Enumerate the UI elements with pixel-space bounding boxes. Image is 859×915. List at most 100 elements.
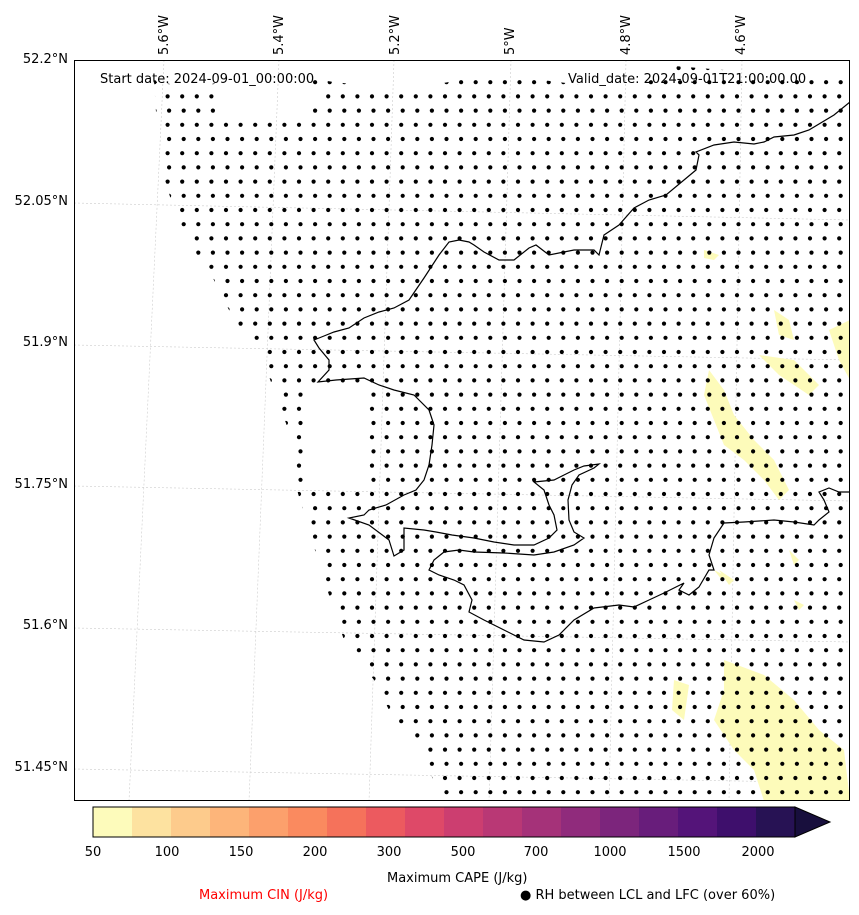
rh-dot	[515, 151, 521, 156]
rh-dot	[326, 94, 331, 99]
rh-dot	[154, 562, 157, 568]
rh-dot	[165, 633, 170, 639]
rh-dot	[588, 66, 594, 71]
rh-dot	[824, 108, 829, 113]
rh-dot	[165, 548, 170, 553]
rh-dot	[707, 648, 712, 653]
rh-dot	[472, 94, 477, 99]
rh-dot	[209, 122, 214, 127]
rh-dot	[296, 577, 302, 582]
rh-dot	[488, 392, 493, 397]
rh-dot	[473, 449, 478, 454]
rh-dot	[313, 222, 318, 227]
rh-dot	[546, 591, 551, 596]
rh-dot	[240, 222, 245, 227]
rh-dot	[313, 648, 318, 653]
rh-dot	[588, 435, 594, 440]
rh-dot	[575, 335, 580, 340]
rh-dot	[122, 123, 126, 127]
rh-dot	[486, 378, 491, 383]
rh-dot	[384, 463, 389, 468]
rh-dot	[283, 165, 288, 170]
rh-dot	[399, 775, 404, 781]
rh-dot	[457, 775, 462, 781]
rh-dot	[122, 435, 126, 439]
rh-dot	[559, 321, 564, 326]
colorbar-tick: 2000	[741, 845, 775, 860]
rh-dot	[442, 463, 448, 468]
rh-dot	[794, 506, 800, 511]
rh-dot	[355, 690, 360, 695]
rh-dot	[326, 719, 331, 724]
rh-dot	[648, 790, 654, 795]
rh-dot	[342, 364, 347, 369]
rh-dot	[590, 364, 595, 369]
rh-dot	[355, 151, 360, 156]
rh-dot	[530, 378, 535, 383]
rh-dot	[107, 208, 111, 212]
rh-dot	[780, 733, 785, 738]
rh-dot	[340, 548, 345, 553]
rh-dot	[618, 520, 623, 525]
rh-dot	[154, 790, 157, 795]
rh-dot	[837, 719, 842, 724]
rh-dot	[691, 207, 696, 213]
rh-dot	[123, 137, 127, 141]
rh-dot	[136, 236, 140, 240]
rh-dot	[472, 775, 477, 781]
rh-dot	[459, 392, 464, 397]
rh-dot	[647, 321, 652, 326]
rh-dot	[590, 449, 595, 454]
rh-dot	[327, 278, 332, 284]
rh-dot	[283, 506, 288, 511]
rh-dot	[764, 406, 769, 411]
rh-dot	[428, 719, 433, 724]
rh-dot	[822, 293, 827, 298]
rh-dot	[561, 761, 566, 766]
rh-dot	[559, 463, 564, 468]
rh-dot	[282, 236, 287, 241]
rh-dot	[194, 633, 199, 639]
rh-dot	[736, 335, 741, 340]
rh-dot	[734, 747, 740, 752]
rh-dot	[837, 690, 842, 695]
rh-dot	[79, 165, 83, 169]
rh-dot	[459, 449, 464, 454]
rh-dot	[561, 165, 566, 170]
rh-dot	[93, 236, 97, 240]
rh-dot	[78, 691, 82, 695]
rh-dot	[605, 420, 610, 426]
rh-dot	[721, 420, 727, 426]
rh-dot	[515, 406, 521, 411]
rh-dot	[517, 619, 522, 624]
rh-dot	[793, 207, 798, 213]
rh-dot	[648, 619, 654, 624]
rh-dot	[327, 534, 332, 539]
rh-dot	[530, 491, 535, 497]
rh-dot	[632, 463, 637, 468]
rh-dot	[238, 719, 243, 724]
rh-dot	[574, 406, 579, 411]
rh-dot	[676, 435, 681, 440]
rh-dot	[517, 335, 522, 340]
rh-dot	[267, 349, 272, 355]
rh-dot	[765, 648, 770, 653]
rh-dot	[109, 733, 113, 737]
rh-dot	[778, 719, 783, 724]
rh-dot	[371, 591, 376, 596]
rh-dot	[267, 321, 272, 326]
rh-dot	[794, 761, 800, 766]
rh-dot	[196, 591, 201, 596]
rh-dot	[342, 193, 347, 198]
rh-dot	[546, 307, 551, 312]
rh-dot	[574, 264, 579, 269]
rh-dot	[822, 463, 827, 468]
rh-dot	[634, 364, 639, 369]
rh-dot	[225, 193, 230, 198]
rh-dot	[283, 335, 288, 340]
rh-dot	[546, 449, 551, 454]
rh-dot	[634, 477, 639, 482]
rh-dot	[400, 307, 405, 312]
rh-dot	[210, 250, 215, 255]
rh-dot	[79, 251, 83, 255]
